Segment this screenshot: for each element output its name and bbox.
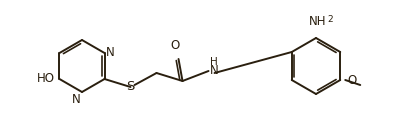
Text: N: N xyxy=(72,93,81,106)
Text: N: N xyxy=(105,47,114,60)
Text: HO: HO xyxy=(36,72,55,86)
Text: H: H xyxy=(209,57,217,67)
Text: O: O xyxy=(347,73,356,86)
Text: N: N xyxy=(209,64,218,78)
Text: O: O xyxy=(170,39,179,52)
Text: NH: NH xyxy=(309,15,327,28)
Text: 2: 2 xyxy=(327,15,333,24)
Text: S: S xyxy=(126,81,135,94)
